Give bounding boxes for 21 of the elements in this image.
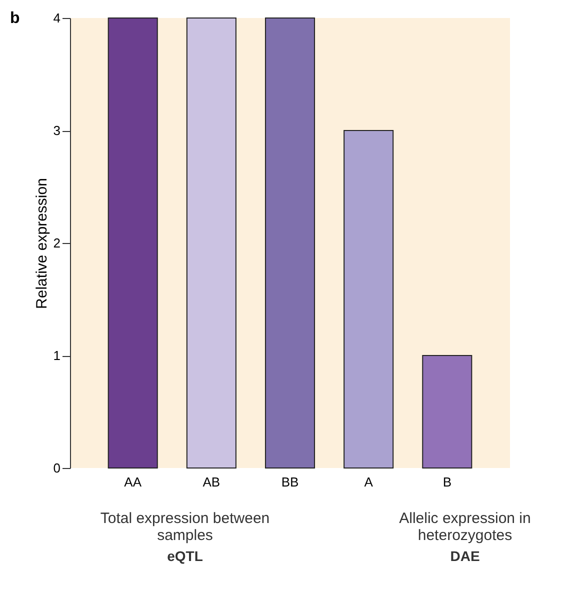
y-axis-title: Relative expression [33,178,50,309]
text: Total expression between samples [99,510,271,544]
chart-title: b [10,10,20,27]
bar [422,355,472,468]
text: DAE [449,548,481,564]
text: Allelic expression in heterozygotes [398,510,532,544]
x-tick-label: AA [124,474,142,490]
bar [344,130,394,468]
bar [108,18,158,468]
y-tick-label: 4 [53,10,60,26]
x-tick-label: AB [202,474,220,490]
x-tick-label: A [364,474,374,490]
y-tick-label: 2 [53,236,60,250]
bar [186,18,236,468]
y-tick-label: 1 [53,348,60,363]
y-tick-label: 0 [53,460,60,476]
text: eQTL [166,548,204,564]
y-tick-label: 3 [53,123,60,138]
x-tick-label: B [442,474,452,490]
x-tick-label: BB [281,474,299,490]
bar [264,18,316,468]
